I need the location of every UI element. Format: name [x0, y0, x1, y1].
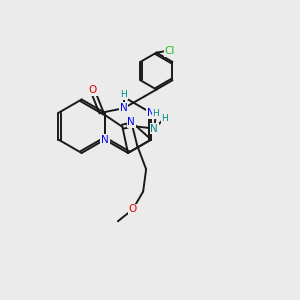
Text: N: N: [101, 135, 109, 145]
Text: N: N: [151, 124, 158, 134]
Text: N: N: [120, 103, 127, 113]
Text: O: O: [129, 204, 137, 214]
Text: O: O: [88, 85, 97, 95]
Text: N: N: [147, 108, 155, 118]
Text: Cl: Cl: [165, 46, 175, 56]
Text: H: H: [152, 109, 159, 118]
Text: H: H: [120, 90, 127, 99]
Text: H: H: [161, 114, 168, 123]
Text: N: N: [128, 117, 135, 127]
